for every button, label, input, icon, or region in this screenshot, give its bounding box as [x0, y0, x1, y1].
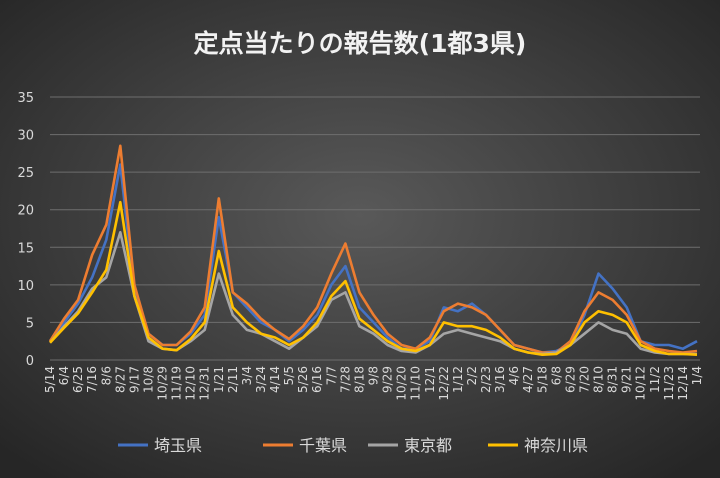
- series-line: [49, 200, 698, 356]
- x-tick-label: 7/16: [85, 366, 99, 393]
- y-tick-label: 0: [26, 354, 34, 369]
- x-tick-label: 4/27: [521, 366, 535, 393]
- legend: 埼玉県 千葉県 東京都 神奈川県: [118, 436, 588, 455]
- plot: [48, 144, 698, 356]
- x-tick-label: 10/29: [156, 366, 170, 401]
- x-tick-label: 12/10: [184, 366, 198, 401]
- y-tick-label: 10: [17, 279, 34, 294]
- chart-title: 定点当たりの報告数(1都3県): [194, 29, 527, 58]
- x-tick-label: 12/1: [423, 366, 437, 393]
- series-line: [48, 144, 698, 354]
- x-tick-label: 11/10: [409, 366, 423, 401]
- x-tick-label: 3/4: [240, 366, 254, 385]
- x-tick-label: 4/14: [268, 366, 282, 393]
- x-tick-label: 8/6: [99, 366, 113, 385]
- x-tick-label: 9/8: [367, 366, 381, 385]
- x-tick-label: 7/20: [577, 366, 591, 393]
- x-tick-label: 3/24: [254, 366, 268, 393]
- x-tick-label: 8/27: [113, 366, 127, 393]
- x-tick-label: 8/18: [352, 366, 366, 393]
- x-tick-label: 8/31: [606, 366, 620, 393]
- x-tick-label: 6/16: [310, 366, 324, 393]
- y-tick-label: 5: [26, 316, 34, 331]
- x-tick-label: 4/6: [507, 366, 521, 385]
- x-tick-label: 1/21: [212, 366, 226, 393]
- x-tick-label: 11/2: [648, 366, 662, 393]
- y-tick-label: 15: [17, 241, 34, 256]
- x-tick-label: 6/25: [71, 366, 85, 393]
- y-tick-label: 20: [17, 204, 34, 219]
- grid: 0 5 10 15 20 25 30 35 5/14 6/4 6/25 7/16 8/6 8/27 9/17…: [17, 91, 704, 401]
- x-tick-label: 7/7: [324, 366, 338, 385]
- x-tick-label: 5/14: [43, 366, 57, 393]
- x-tick-label: 3/16: [493, 366, 507, 393]
- x-tick-label: 5/26: [296, 366, 310, 393]
- x-tick-label: 1/12: [451, 366, 465, 393]
- legend-label: 神奈川県: [524, 436, 588, 455]
- y-tick-label: 25: [17, 166, 34, 181]
- x-tick-label: 9/29: [381, 366, 395, 393]
- legend-label: 東京都: [404, 436, 452, 455]
- x-tick-label: 10/8: [141, 366, 155, 393]
- legend-label: 千葉県: [299, 436, 347, 455]
- x-tick-label: 8/10: [592, 366, 606, 393]
- x-tick-label: 11/23: [662, 366, 676, 401]
- x-tick-label: 12/31: [198, 366, 212, 401]
- x-tick-label: 12/22: [437, 366, 451, 401]
- x-tick-label: 9/17: [127, 366, 141, 393]
- x-tick-label: 5/18: [535, 366, 549, 393]
- x-tick-label: 5/5: [282, 366, 296, 385]
- x-tick-label: 2/2: [465, 366, 479, 385]
- x-tick-label: 6/29: [563, 366, 577, 393]
- y-tick-label: 35: [17, 91, 34, 106]
- legend-label: 埼玉県: [154, 436, 202, 455]
- x-tick-label: 2/23: [479, 366, 493, 393]
- x-tick-label: 2/11: [226, 366, 240, 393]
- y-tick-label: 30: [17, 129, 34, 144]
- x-tick-label: 1/4: [690, 366, 704, 385]
- x-tick-label: 10/12: [634, 366, 648, 401]
- x-tick-label: 9/21: [620, 366, 634, 393]
- x-tick-label: 10/20: [395, 366, 409, 401]
- x-tick-label: 6/4: [57, 366, 71, 385]
- x-tick-label: 7/28: [338, 366, 352, 393]
- x-tick-label: 6/8: [549, 366, 563, 385]
- x-tick-label: 11/19: [170, 366, 184, 401]
- x-tick-label: 12/14: [676, 366, 690, 401]
